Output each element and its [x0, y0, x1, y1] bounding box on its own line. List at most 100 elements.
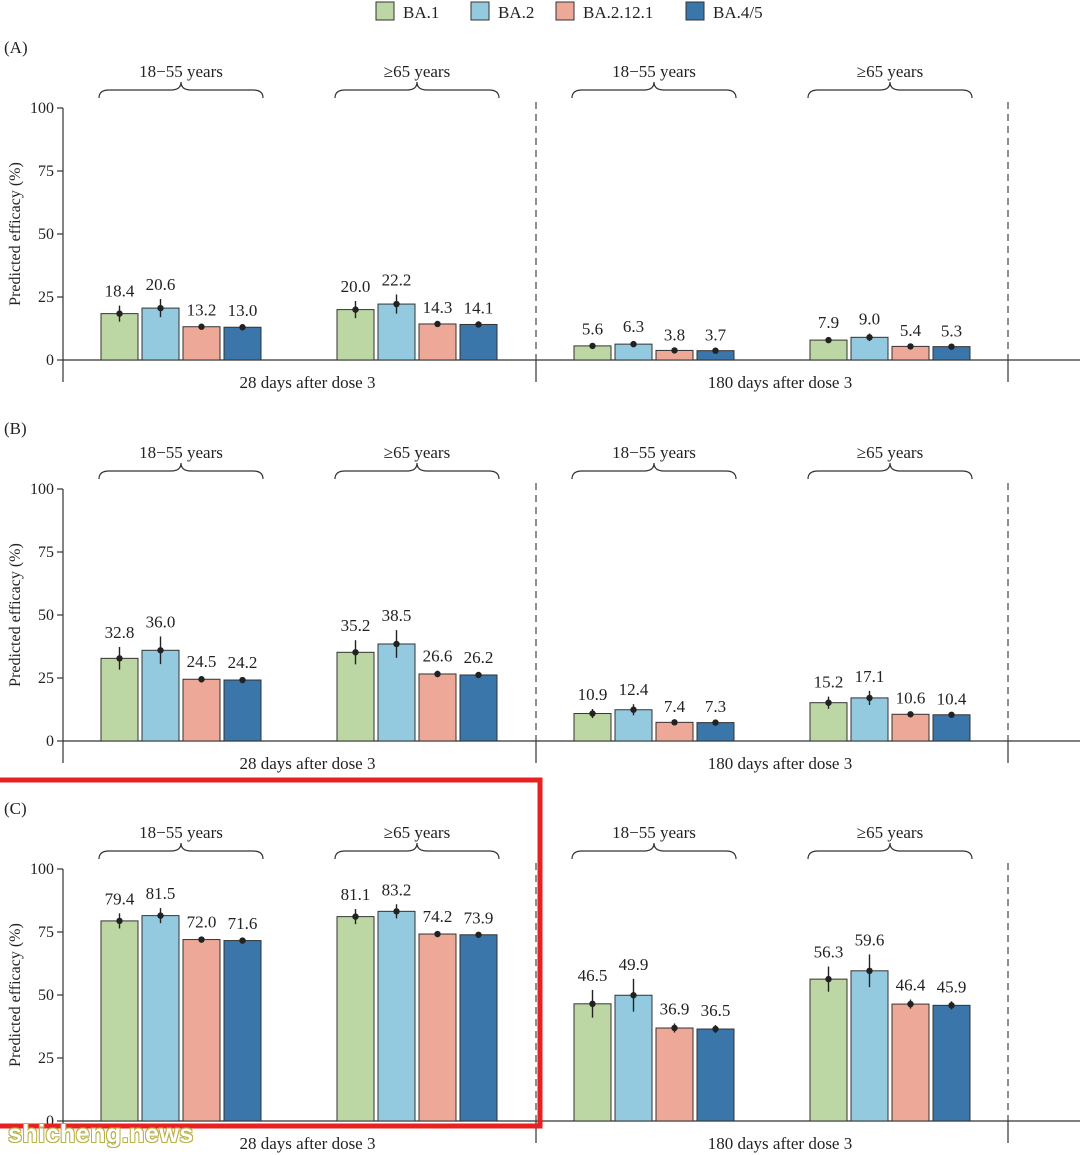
age-group-label: 18−55 years [139, 823, 223, 842]
watermark-text: shicheng.news [8, 1120, 194, 1148]
point-estimate [239, 324, 246, 331]
data-label: 9.0 [859, 310, 880, 329]
point-estimate [866, 334, 873, 341]
bar-ba-1 [809, 978, 848, 1122]
y-tick-label: 100 [30, 861, 54, 878]
point-estimate [825, 336, 832, 344]
legend-swatch-ba-4-5 [685, 1, 705, 21]
bar-ba-2-12-1 [418, 323, 457, 361]
point-estimate [712, 1025, 719, 1033]
bar-ba-2-12-1 [891, 713, 930, 742]
point-estimate [157, 304, 164, 312]
data-label: 26.6 [423, 647, 453, 666]
data-label: 22.2 [382, 270, 412, 289]
bar-ba-1 [809, 702, 848, 742]
point-estimate [825, 699, 832, 706]
point-estimate [239, 676, 246, 684]
panel-label: (B) [4, 419, 27, 438]
point-estimate [589, 342, 596, 350]
point-estimate [671, 719, 678, 726]
bar-ba-2-12-1 [891, 1003, 930, 1122]
age-group-brace [98, 462, 264, 480]
data-label: 79.4 [105, 889, 135, 908]
data-label: 71.6 [228, 914, 258, 933]
timepoint-label: 28 days after dose 3 [240, 373, 376, 392]
panel-label: (C) [4, 799, 27, 818]
point-estimate [393, 908, 400, 915]
point-estimate [434, 670, 441, 678]
point-estimate [157, 912, 164, 919]
legend-label-ba-2-12-1: BA.2.12.1 [583, 3, 653, 22]
bar-ba-1 [573, 713, 612, 742]
point-estimate [948, 343, 955, 350]
data-label: 20.0 [341, 277, 371, 296]
age-group-brace [334, 81, 500, 99]
data-label: 38.5 [382, 606, 412, 625]
panel-b: (B) 0 25 50 75 100 Predicted efficacy (%) 28 da… [4, 419, 1080, 773]
point-estimate [116, 310, 123, 317]
data-label: 7.3 [705, 697, 726, 716]
timepoint-label: 28 days after dose 3 [240, 754, 376, 773]
legend-swatch-ba-1 [375, 1, 395, 21]
y-axis-title: Predicted efficacy (%) [7, 162, 24, 306]
data-label: 7.4 [664, 697, 686, 716]
bar-ba-1 [336, 916, 375, 1122]
point-estimate [825, 975, 832, 983]
timepoint-label: 180 days after dose 3 [708, 373, 852, 392]
point-estimate [352, 649, 359, 656]
point-estimate [393, 640, 400, 648]
data-label: 10.4 [937, 689, 967, 708]
point-estimate [116, 655, 123, 662]
data-label: 36.5 [701, 1001, 731, 1020]
y-tick-label: 50 [38, 607, 54, 624]
point-estimate [589, 1000, 596, 1008]
data-label: 3.8 [664, 325, 685, 344]
data-label: 49.9 [619, 955, 649, 974]
age-group-brace [807, 842, 973, 860]
data-label: 17.1 [855, 667, 885, 686]
point-estimate [198, 936, 205, 943]
bar-ba-4-5 [223, 940, 262, 1122]
bar-ba-1 [336, 651, 375, 742]
data-label: 14.3 [423, 298, 453, 317]
chart-panels: (A) 0 25 50 75 100 Predicted efficacy (%) 28 da… [4, 38, 1080, 1153]
bar-ba-2-12-1 [655, 1027, 694, 1122]
data-label: 81.5 [146, 884, 176, 903]
data-label: 15.2 [814, 673, 844, 692]
bar-ba-4-5 [696, 1028, 735, 1122]
data-label: 36.9 [660, 999, 690, 1018]
bar-ba-2-12-1 [182, 939, 221, 1122]
legend-swatch-ba-2-12-1 [555, 1, 575, 21]
point-estimate [116, 917, 123, 925]
age-group-brace [98, 842, 264, 860]
bar-ba-4-5 [223, 326, 262, 361]
point-estimate [393, 300, 400, 308]
y-tick-label: 100 [30, 481, 54, 498]
point-estimate [630, 706, 637, 713]
bar-ba-4-5 [932, 714, 971, 742]
panel-label: (A) [4, 38, 28, 57]
bar-ba-4-5 [459, 674, 498, 742]
timepoint-label: 180 days after dose 3 [708, 754, 852, 773]
point-estimate [475, 671, 482, 679]
data-label: 45.9 [937, 977, 967, 996]
age-group-label: 18−55 years [139, 62, 223, 81]
point-estimate [907, 711, 914, 718]
age-group-brace [571, 842, 737, 860]
point-estimate [434, 320, 441, 328]
y-tick-label: 50 [38, 987, 54, 1004]
legend: BA.1 BA.2 BA.2.12.1 BA.4/5 [375, 1, 763, 22]
point-estimate [589, 710, 596, 717]
y-tick-label: 75 [38, 544, 54, 561]
point-estimate [671, 1024, 678, 1032]
data-label: 3.7 [705, 326, 727, 345]
bar-ba-2 [850, 697, 889, 742]
data-label: 13.0 [228, 301, 258, 320]
point-estimate [948, 711, 955, 718]
data-label: 73.9 [464, 908, 494, 927]
age-group-brace [807, 81, 973, 99]
y-tick-label: 0 [46, 733, 54, 750]
age-group-brace [571, 462, 737, 480]
data-label: 5.3 [941, 321, 962, 340]
data-label: 5.4 [900, 321, 922, 340]
